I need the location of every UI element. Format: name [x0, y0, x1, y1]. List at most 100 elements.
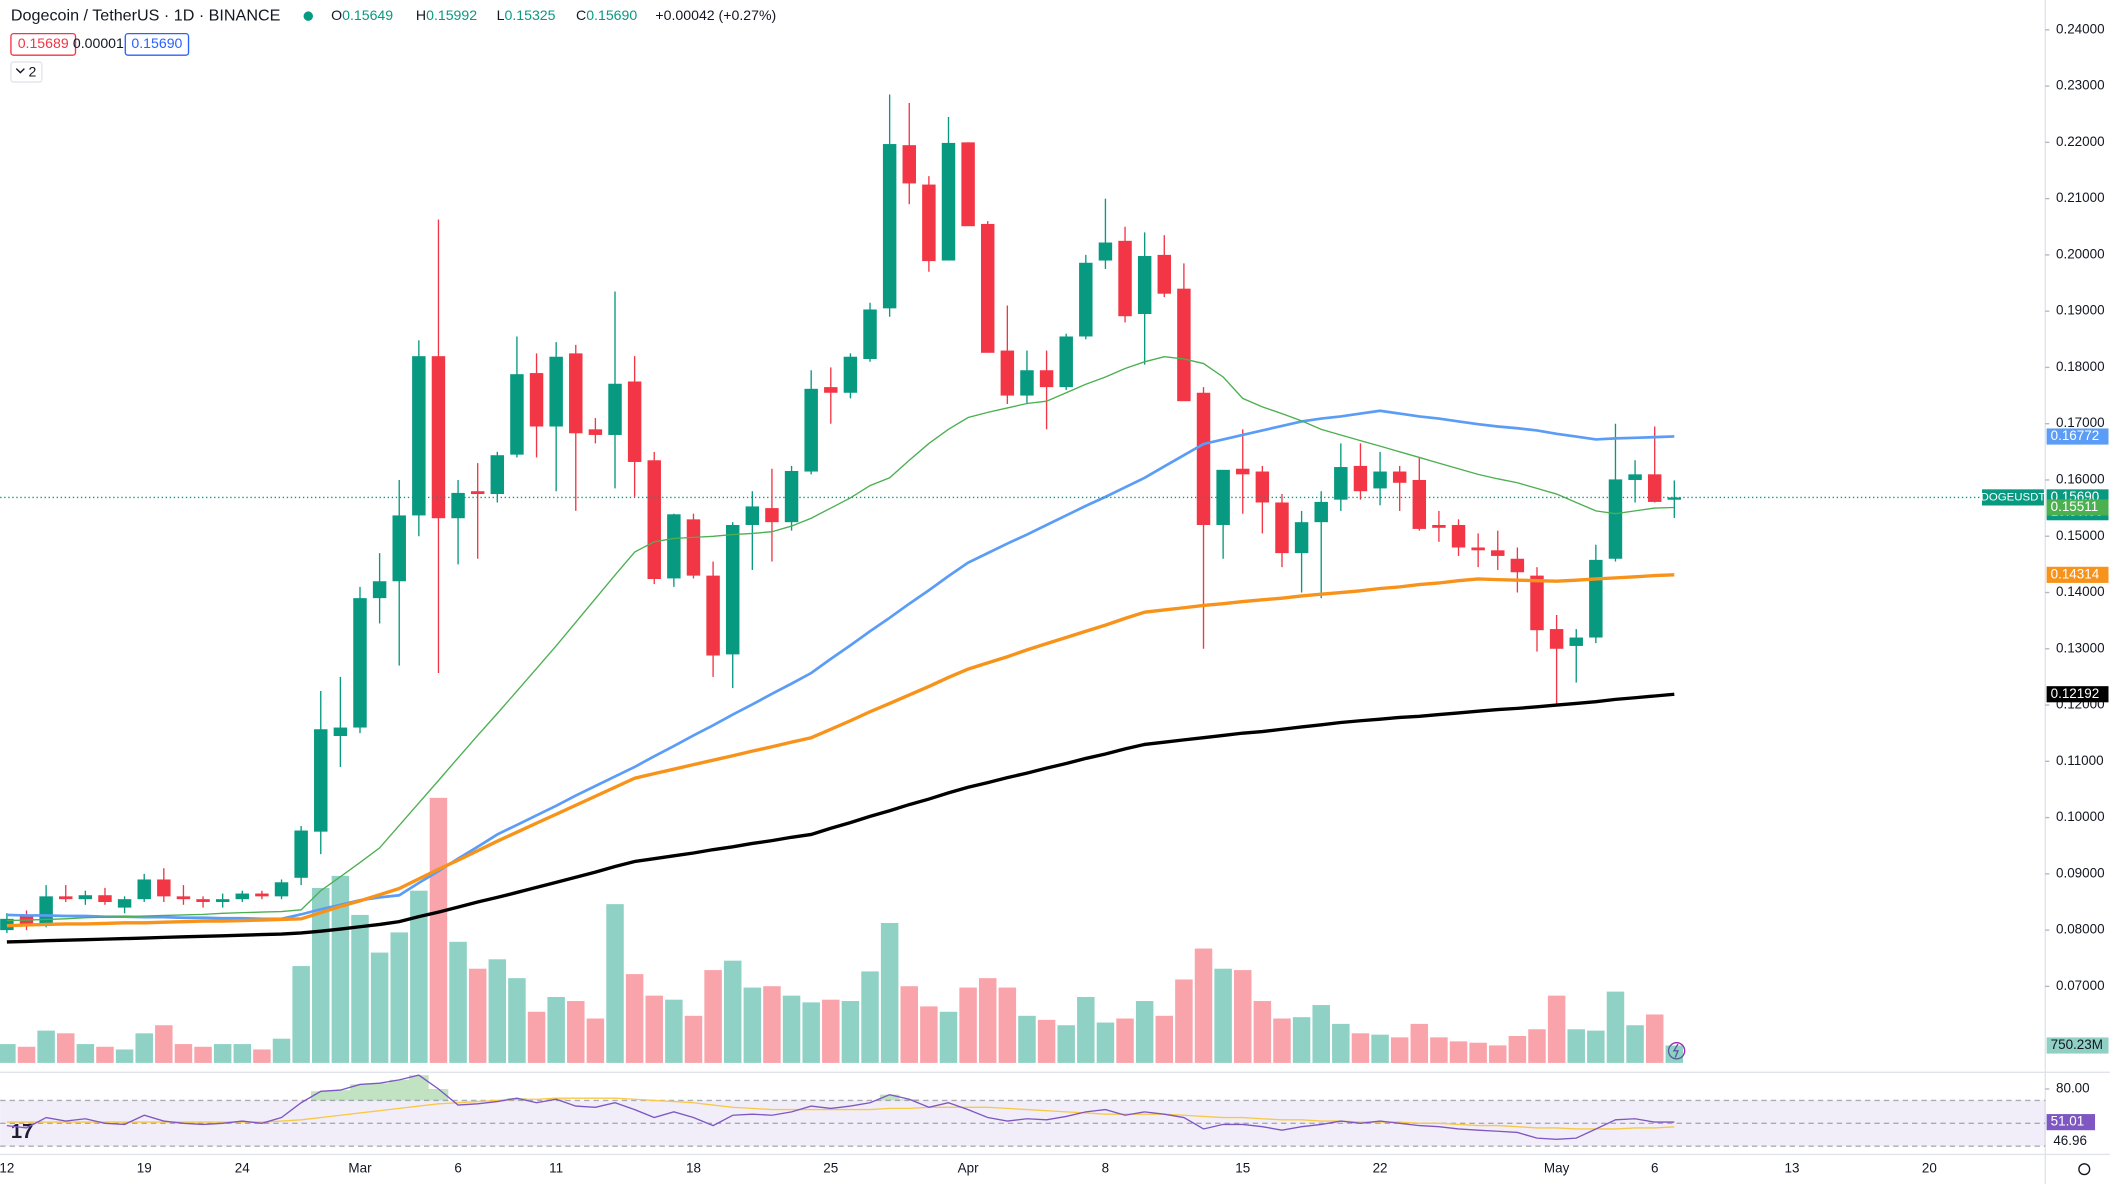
bid-box[interactable]	[10, 32, 77, 56]
moving-average	[6, 355, 1675, 922]
volume-bar	[1390, 1037, 1409, 1063]
volume-bar	[763, 986, 781, 1063]
rsi-overbought-fill	[310, 1075, 920, 1101]
volume-bar	[1096, 1022, 1115, 1063]
candle-body	[176, 896, 191, 900]
volume-bar	[174, 1044, 193, 1063]
ma-badge	[2046, 428, 2109, 445]
ohlc-key: C	[576, 7, 586, 23]
candle-body	[1294, 522, 1309, 554]
candle-body	[902, 145, 916, 184]
candle-body	[1079, 262, 1093, 337]
volume-bar	[1135, 1001, 1154, 1063]
candle-body	[1667, 497, 1682, 500]
replay-icon[interactable]	[1667, 1042, 1686, 1060]
gear-icon[interactable]	[2078, 1163, 2091, 1176]
candle-body	[294, 830, 308, 878]
x-tick-label: 24	[235, 1161, 250, 1176]
ma-badge-text: 0.12192	[2051, 686, 2100, 701]
volume-bar	[1253, 1001, 1272, 1063]
indicators-toggle[interactable]	[10, 61, 43, 83]
volume-bar	[1155, 1015, 1174, 1063]
y-tick-label: 0.09000	[2056, 865, 2105, 880]
candle-body	[941, 142, 956, 261]
rsi-badge	[2046, 1114, 2096, 1131]
candle-body	[804, 388, 818, 472]
y-tick-label: 0.15000	[2056, 528, 2105, 543]
candle-body	[961, 142, 975, 227]
candle-body	[314, 729, 328, 832]
candle-body	[1157, 254, 1172, 294]
ohlc-item: O0.15649	[331, 7, 393, 23]
volume-bar	[704, 970, 722, 1063]
candle-layer	[0, 94, 1682, 933]
volume-bar	[37, 1030, 55, 1063]
candle-body	[1647, 474, 1662, 502]
volume-bar	[1626, 1025, 1644, 1063]
volume-bar	[56, 1033, 75, 1063]
volume-bar	[900, 986, 919, 1063]
volume-bar	[1175, 979, 1193, 1063]
volume-bar	[1194, 948, 1213, 1063]
candle-body	[372, 581, 387, 599]
volume-bar	[155, 1025, 173, 1063]
volume-bar	[665, 999, 683, 1063]
volume-bar	[998, 987, 1017, 1063]
candle-body	[1569, 637, 1583, 646]
volume-bar	[782, 995, 801, 1063]
ohlc-key: L	[497, 7, 505, 23]
candle-body	[882, 144, 897, 309]
volume-bar	[1273, 1018, 1291, 1063]
volume-bar	[410, 890, 428, 1063]
volume-bar	[508, 978, 526, 1063]
ask-box[interactable]	[124, 32, 190, 56]
volume-bar	[488, 959, 507, 1063]
ohlc-value: 0.15690	[586, 7, 637, 23]
x-tick-label: 25	[823, 1161, 838, 1176]
volume-bar	[351, 914, 369, 1063]
y-tick-label: 0.20000	[2056, 246, 2105, 261]
candle-body	[1549, 629, 1564, 649]
volume-bar	[880, 922, 899, 1063]
candle-body	[98, 895, 112, 902]
volume-bar	[606, 904, 624, 1063]
candle-body	[392, 515, 406, 582]
candle-body	[1589, 559, 1603, 638]
volume-bar	[684, 1015, 703, 1063]
volume-bar	[1018, 1015, 1036, 1063]
volume-bar	[292, 966, 310, 1063]
candle-body	[59, 896, 73, 900]
volume-layer	[0, 797, 1684, 1063]
volume-bar	[115, 1049, 134, 1063]
candle-body	[1196, 392, 1211, 525]
candle-body	[353, 598, 367, 728]
candle-body	[765, 508, 779, 523]
candle-body	[745, 506, 760, 525]
volume-bar	[1057, 1025, 1075, 1063]
volume-bar	[959, 987, 977, 1063]
symbol-title[interactable]: Dogecoin / TetherUS · 1D · BINANCE	[11, 6, 281, 24]
settings-icon[interactable]	[2078, 1163, 2091, 1176]
rsi-ma-line	[6, 1097, 1675, 1130]
ma-badge-text: 0.16772	[2051, 428, 2100, 443]
y-tick-label: 0.23000	[2056, 78, 2105, 93]
x-tick-label: 20	[1922, 1161, 1937, 1176]
candle-body	[1471, 547, 1485, 551]
volume-bar	[253, 1049, 271, 1063]
volume-bar	[822, 999, 840, 1063]
x-tick-label: 19	[137, 1161, 152, 1176]
candle-body	[470, 491, 485, 495]
y-tick-label: 0.22000	[2056, 134, 2105, 149]
y-tick-label: 0.13000	[2056, 640, 2105, 655]
candle-body	[137, 879, 151, 900]
candle-body	[117, 899, 132, 908]
volume-bar	[527, 1011, 546, 1063]
candle-body	[725, 524, 740, 655]
volume-bar	[547, 996, 565, 1063]
volume-bar	[468, 968, 487, 1063]
volume-bar	[1233, 970, 1252, 1063]
volume-bar	[135, 1033, 153, 1063]
volume-bar	[1469, 1042, 1487, 1063]
ma-badge	[2046, 566, 2109, 583]
